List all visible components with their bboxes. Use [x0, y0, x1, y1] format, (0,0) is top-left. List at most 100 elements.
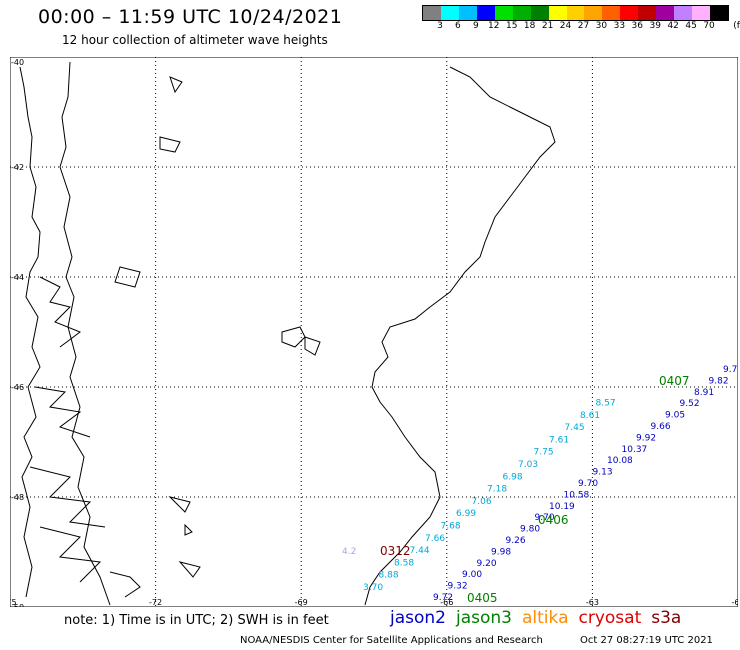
legend-swatch	[710, 6, 728, 20]
satellite-legend: jason2 jason3 altika cryosat s3a	[390, 608, 691, 628]
altimeter-tracks: 3.70 8.88 8.58 7.44 7.66 7.68 6.99 7.06 7.18 6.98…	[342, 354, 738, 605]
legend-label: 42	[667, 21, 679, 31]
jason2-swh-value: 9.32	[448, 582, 468, 592]
coastline-segment	[304, 336, 321, 356]
legend-swatch	[530, 6, 549, 20]
jason2-swh-value: 9.80	[520, 525, 540, 535]
jason2-swh-value: 9.66	[651, 422, 671, 432]
color-legend	[422, 5, 729, 21]
legend-swatch	[476, 6, 495, 20]
jason3-swh-value: 8.58	[394, 558, 414, 568]
jason3-swh-value: 7.61	[549, 435, 569, 445]
jason2-swh-value: 9.98	[491, 547, 511, 557]
coastline-segment	[19, 66, 41, 598]
map-title: 00:00 – 11:59 UTC 10/24/2021	[38, 6, 343, 28]
legend-label: 45	[685, 21, 697, 31]
lat-label: -48	[11, 493, 24, 502]
coastline-segment	[178, 561, 201, 578]
legend-swatch	[620, 6, 639, 20]
jason2-track-time: 0407	[659, 374, 690, 388]
coastline-segment	[159, 136, 181, 153]
jason2-swh-value: 9.7	[723, 365, 737, 375]
note-text: note: 1) Time is in UTC; 2) SWH is in fe…	[64, 613, 329, 628]
credit-timestamp: Oct 27 08:27:19 UTC 2021	[580, 635, 713, 646]
legend-swatch	[584, 6, 603, 20]
satellite-cryosat: cryosat	[578, 608, 642, 628]
jason2-swh-value: 9.92	[636, 433, 656, 443]
jason2-swh-value: 9.82	[709, 376, 729, 386]
legend-label: 6	[455, 21, 461, 31]
jason3-swh-value: 7.18	[487, 485, 507, 495]
jason3-swh-value: 7.06	[472, 497, 492, 507]
legend-swatch	[692, 6, 710, 20]
coastline-segment	[109, 571, 141, 598]
jason2-swh-value: 10.37	[622, 445, 648, 455]
coastline-segment	[59, 61, 111, 606]
coastline-segment	[364, 66, 556, 606]
legend-label: 12	[488, 21, 500, 31]
lon-label: -69	[295, 598, 308, 607]
legend-label: 18	[523, 21, 536, 31]
legend-swatch	[458, 6, 477, 20]
legend-swatch	[440, 6, 459, 20]
jason2-swh-value: 9.70	[535, 513, 555, 523]
lat-label: -44	[11, 273, 24, 282]
jason2-swh-value: 7.	[738, 354, 739, 364]
coastline-segment	[39, 276, 82, 348]
satellite-jason2: jason2	[390, 608, 446, 628]
legend-swatch	[674, 6, 693, 20]
satellite-s3a: s3a	[651, 608, 682, 628]
axis-labels: -75 -72 -69 -66 -63 -60 -40 -42 -44 -46 -48 -50	[10, 58, 738, 607]
legend-label: 33	[613, 21, 626, 31]
map-frame	[10, 57, 738, 607]
map-subtitle: 12 hour collection of altimeter wave hei…	[62, 33, 328, 47]
legend-label: 21	[541, 21, 554, 31]
legend-swatch	[494, 6, 513, 20]
legend-label: 36	[631, 21, 644, 31]
jason3-swh-value: 8.61	[580, 411, 600, 421]
lon-label: -75	[10, 598, 17, 607]
jason3-track-time: 0406	[538, 513, 569, 527]
legend-swatch	[656, 6, 675, 20]
jason3-swh-value: 8.88	[379, 571, 399, 581]
jason3-swh-value: 3.70	[363, 583, 383, 593]
legend-label: 15	[505, 21, 518, 31]
jason3-start-time: 0405	[467, 591, 498, 605]
satellite-jason3: jason3	[456, 608, 512, 628]
faint-swh-value: 4.2	[342, 547, 356, 557]
jason3-swh-value: 7.66	[425, 534, 445, 544]
lon-label: -63	[586, 598, 599, 607]
legend-unit: (ft)	[733, 21, 740, 31]
jason2-swh-value: 9.20	[477, 559, 497, 569]
wave-height-map: 3.70 8.88 8.58 7.44 7.66 7.68 6.99 7.06 7.18 6.98…	[10, 57, 738, 607]
coastline-segment	[114, 266, 141, 288]
coastline	[19, 61, 556, 606]
jason2-swh-value: 9.13	[593, 468, 613, 478]
legend-swatch	[548, 6, 567, 20]
legend-label: 39	[649, 21, 661, 31]
legend-label: 30	[595, 21, 608, 31]
coastline-segment	[29, 466, 106, 528]
coastline-segment	[168, 496, 191, 513]
jason3-swh-value: 7.03	[518, 460, 538, 470]
jason3-swh-value: 7.75	[534, 448, 554, 458]
jason2-swh-value: 10.58	[564, 490, 590, 500]
legend-label: 27	[577, 21, 590, 31]
lat-label: -46	[11, 383, 24, 392]
lon-label: -60	[731, 598, 738, 607]
coastline-segment	[39, 526, 102, 583]
legend-label: 24	[559, 21, 572, 31]
lon-label: -72	[149, 598, 162, 607]
legend-swatch	[638, 6, 657, 20]
cryosat-track-time: 0312	[380, 544, 411, 558]
jason2-swh-value: 10.08	[607, 456, 633, 466]
jason3-swh-value: 6.99	[456, 509, 476, 519]
jason2-swh-value: 10.19	[549, 502, 575, 512]
jason3-swh-value: 7.68	[441, 522, 461, 532]
lat-label: -42	[11, 163, 24, 172]
jason2-swh-value: 9.05	[665, 411, 685, 421]
coastline-segment	[281, 326, 306, 348]
legend-label: 3	[437, 21, 443, 31]
lon-label: -66	[440, 598, 453, 607]
